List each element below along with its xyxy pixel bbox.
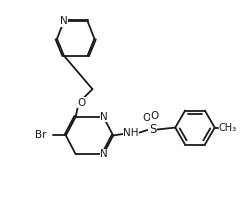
- Text: NH: NH: [123, 128, 139, 138]
- Text: Br: Br: [35, 130, 46, 140]
- Text: O: O: [77, 98, 86, 108]
- Text: N: N: [60, 16, 68, 26]
- Text: O: O: [143, 113, 151, 123]
- Text: N: N: [100, 112, 108, 122]
- Text: CH₃: CH₃: [219, 123, 237, 133]
- Text: S: S: [149, 123, 156, 136]
- Text: N: N: [100, 149, 108, 159]
- Text: O: O: [150, 111, 159, 121]
